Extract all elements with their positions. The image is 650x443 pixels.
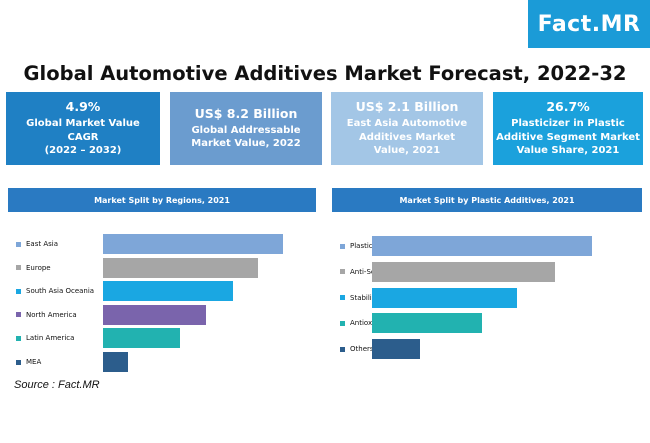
bar-latin-america (103, 328, 181, 349)
bar-north-america (103, 304, 206, 325)
legend-item: Latin America (16, 332, 74, 344)
kpi-label-line: Market Value, 2022 (191, 138, 301, 150)
legend-swatch (340, 243, 345, 249)
legend-item: East Asia (16, 238, 58, 250)
kpi-value: 26.7% (546, 99, 590, 115)
kpi-label-line: Additives Market (358, 131, 455, 143)
regions-bar-chart: East Asia Europe South Asia Oceania North A… (8, 212, 316, 372)
legend-label: Latin America (26, 334, 75, 343)
legend-label: Others (350, 345, 374, 354)
legend-label: North America (26, 310, 77, 319)
legend-label: Antioxidants (350, 319, 394, 327)
bar-others (372, 339, 421, 360)
legend-swatch (16, 241, 21, 247)
legend-label: Stabilizers (350, 293, 387, 302)
kpi-label-line: Value, 2021 (373, 145, 441, 157)
legend-swatch (16, 288, 21, 294)
legend-item: Europe (16, 262, 51, 274)
bar-east-asia (103, 234, 283, 254)
bar-mea (103, 352, 129, 372)
kpi-label-line: Additive Segment Market (496, 131, 640, 143)
legend-item: Others (340, 343, 374, 355)
bar-plasticizers (372, 236, 592, 256)
kpi-label-line: CAGR (67, 131, 99, 143)
page-title: Global Automotive Additives Market Forec… (23, 62, 627, 85)
kpi-label-line: Value Share, 2021 (516, 145, 620, 157)
plastic-additives-chart-title: Market Split by Plastic Additives, 2021 (332, 188, 642, 212)
legend-swatch (340, 295, 345, 301)
bar-stabilizers (372, 287, 518, 308)
legend-label: East Asia (26, 240, 58, 248)
legend-label: MEA (26, 358, 42, 366)
logo-text: Fact.MR (537, 11, 641, 37)
legend-label: Europe (26, 263, 51, 272)
plastic-additives-chart-panel: Market Split by Plastic Additives, 2021 … (332, 188, 642, 364)
kpi-value: US$ 2.1 Billion (355, 99, 459, 115)
kpi-label-line: (2022 – 2032) (44, 145, 122, 157)
kpi-card-plasticizer-share: 26.7% Plasticizer in Plastic Additive Se… (493, 92, 643, 165)
legend-item: MEA (16, 356, 41, 368)
bar-antioxidants (372, 313, 482, 334)
legend-swatch (340, 320, 345, 326)
legend-swatch (340, 269, 345, 275)
legend-item: South Asia Oceania (16, 285, 94, 297)
kpi-label-line: Global Market Value (26, 118, 140, 130)
legend-swatch (16, 359, 21, 365)
legend-item: North America (16, 309, 77, 321)
kpi-value: US$ 8.2 Billion (194, 106, 298, 122)
kpi-card-addressable-market: US$ 8.2 Billion Global Addressable Marke… (170, 92, 322, 165)
legend-swatch (340, 346, 345, 352)
plastic-additives-bar-chart: Plasticizers Anti-Scratch Stabilizers Antio… (332, 212, 642, 364)
fact-mr-logo: Fact.MR (528, 0, 650, 48)
kpi-label-line: East Asia Automotive (346, 118, 468, 130)
legend-label: South Asia Oceania (26, 287, 95, 296)
legend-item: Plasticizers (340, 240, 389, 252)
kpi-label-line: Global Addressable (191, 124, 301, 136)
legend-item: Anti-Scratch (340, 266, 393, 278)
legend-label: Plasticizers (350, 242, 390, 250)
kpi-label-line: Plasticizer in Plastic (511, 118, 625, 130)
bar-south-asia-oceania (103, 281, 233, 302)
legend-item: Antioxidants (340, 317, 394, 329)
legend-swatch (16, 335, 21, 341)
legend-label: Anti-Scratch (350, 268, 393, 276)
bar-anti-scratch (372, 261, 555, 282)
source-note: Source : Fact.MR (14, 379, 100, 391)
regions-chart-panel: Market Split by Regions, 2021 East Asia E… (8, 188, 316, 372)
legend-swatch (16, 312, 21, 318)
legend-item: Stabilizers (340, 292, 386, 304)
regions-chart-title: Market Split by Regions, 2021 (8, 188, 316, 212)
kpi-card-east-asia-value: US$ 2.1 Billion East Asia Automotive Add… (331, 92, 483, 165)
legend-swatch (16, 265, 21, 271)
kpi-value: 4.9% (65, 99, 101, 115)
bar-europe (103, 257, 258, 278)
kpi-card-cagr: 4.9% Global Market Value CAGR (2022 – 20… (6, 92, 160, 165)
